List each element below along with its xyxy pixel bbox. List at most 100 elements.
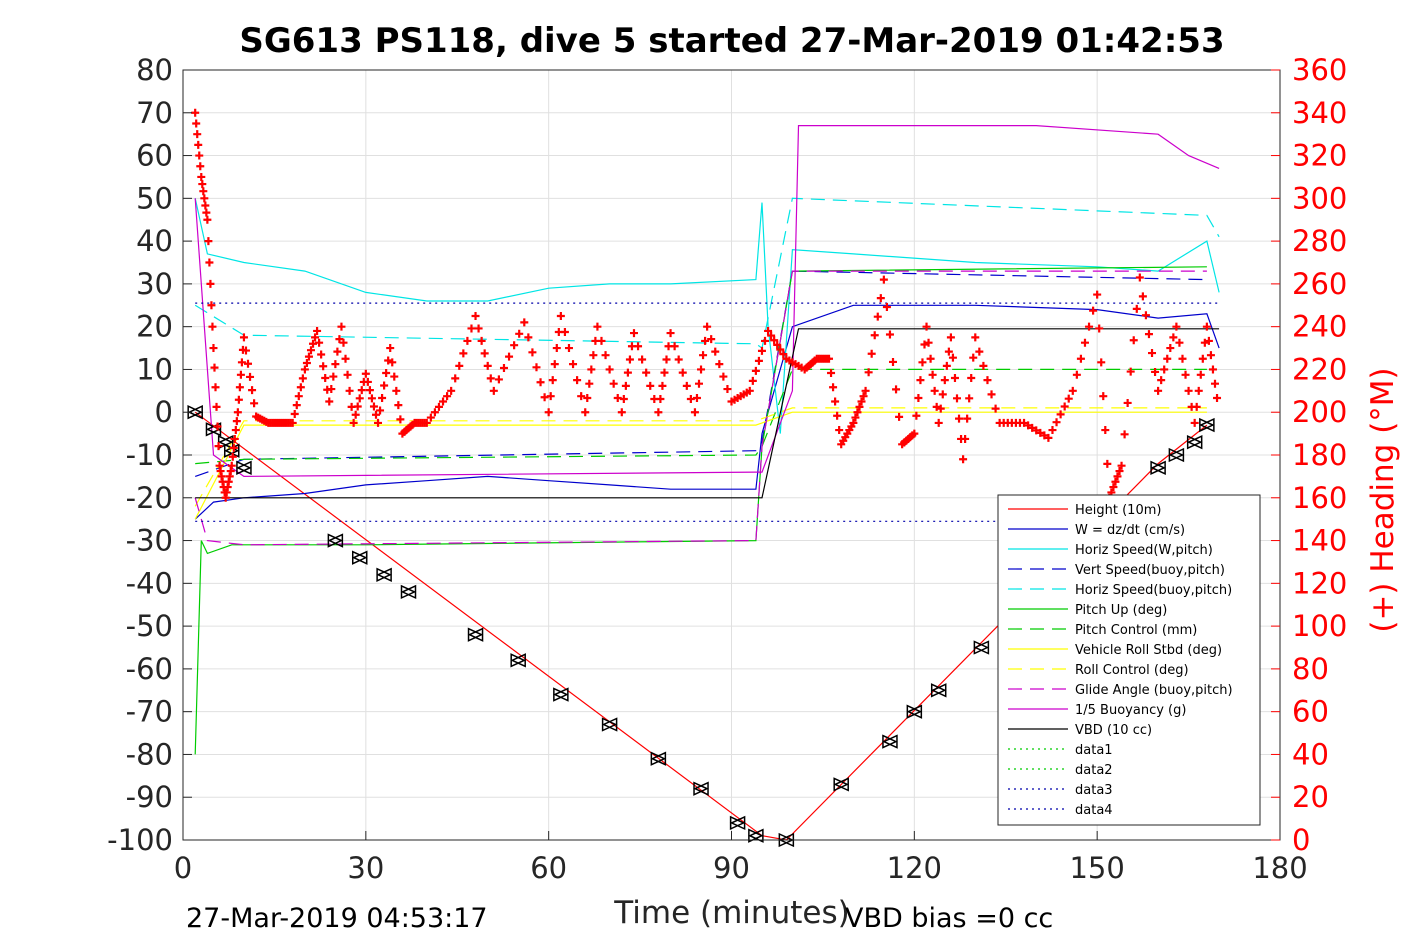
heading-point	[1202, 322, 1211, 331]
heading-point	[1109, 483, 1118, 492]
height-marker	[327, 533, 344, 548]
y-tick-label: -20	[126, 481, 173, 515]
heading-point	[605, 365, 614, 374]
heading-point	[895, 412, 904, 421]
series-line-vert-speed-buoy-pitch-	[195, 270, 1207, 477]
heading-point	[859, 392, 868, 401]
heading-point	[658, 381, 667, 390]
heading-point	[499, 364, 508, 373]
heading-point	[849, 418, 858, 427]
heading-point	[290, 410, 299, 419]
heading-point	[206, 279, 215, 288]
height-marker	[748, 828, 764, 843]
height-marker	[400, 584, 417, 600]
heading-point	[1085, 322, 1094, 331]
heading-point	[1115, 467, 1124, 476]
heading-point	[239, 333, 248, 342]
heading-point	[477, 336, 486, 345]
heading-point	[1117, 461, 1126, 470]
heading-layer	[191, 108, 1222, 502]
heading-point	[1208, 365, 1217, 374]
heading-point	[204, 237, 213, 246]
heading-point	[855, 402, 864, 411]
heading-point	[1210, 379, 1219, 388]
heading-point	[1151, 367, 1160, 376]
heading-point	[327, 385, 336, 394]
heading-point	[646, 381, 655, 390]
heading-point	[489, 386, 498, 395]
heading-point	[439, 397, 448, 406]
heading-point	[825, 354, 834, 363]
heading-point	[885, 330, 894, 339]
series-line-vehicle-roll-stbd-deg-	[194, 411, 1207, 520]
x-tick-label: 180	[1252, 851, 1307, 885]
heading-point	[715, 360, 724, 369]
y-tick-label: -30	[126, 524, 173, 558]
heading-point	[325, 397, 334, 406]
heading-point	[912, 411, 921, 420]
right-tick-label: 240	[1292, 310, 1347, 344]
heading-point	[569, 360, 578, 369]
heading-point	[524, 333, 533, 342]
right-tick-label: 280	[1292, 224, 1347, 258]
heading-point	[924, 338, 933, 347]
legend-entry: Pitch Control (mm)	[1075, 623, 1197, 638]
right-tick-label: 180	[1292, 438, 1347, 472]
heading-point	[505, 352, 514, 361]
heading-point	[761, 336, 770, 345]
series-line-w-dz-dt-cm-s-	[194, 304, 1220, 520]
heading-point	[1126, 367, 1135, 376]
heading-point	[228, 452, 237, 461]
heading-point	[201, 201, 210, 210]
heading-point	[241, 346, 250, 355]
heading-point	[546, 392, 555, 401]
heading-point	[1040, 431, 1049, 440]
heading-point	[870, 331, 879, 340]
heading-point	[213, 422, 222, 431]
heading-point	[296, 383, 305, 392]
height-marker	[973, 640, 990, 655]
right-axis-ticks: 3603403203002802602402202001801601401201…	[1271, 53, 1347, 857]
heading-point	[1089, 306, 1098, 315]
heading-point	[361, 369, 370, 378]
heading-point	[250, 399, 259, 408]
heading-point	[304, 352, 313, 361]
footer-vbd-bias: VBD bias =0 cc	[845, 903, 1053, 934]
right-tick-label: 100	[1292, 609, 1347, 643]
heading-point	[467, 324, 476, 333]
heading-point	[459, 349, 468, 358]
heading-point	[1076, 354, 1085, 363]
heading-point	[1148, 349, 1157, 358]
heading-point	[198, 180, 207, 189]
y-axis-ticks: 80 70 60 50 40 30 20 10 0 -10 -20 -30 -40 -50 -60 -70 -8…	[107, 53, 192, 857]
heading-point	[1036, 428, 1045, 437]
heading-point	[1175, 338, 1184, 347]
heading-point	[581, 408, 590, 417]
heading-point	[333, 347, 342, 356]
heading-point	[867, 349, 876, 358]
heading-point	[1204, 336, 1213, 345]
heading-point	[474, 324, 483, 333]
heading-point	[1138, 292, 1147, 301]
x-axis-label: Time (minutes)	[613, 895, 849, 931]
heading-point	[779, 350, 788, 359]
heading-point	[1099, 392, 1108, 401]
heading-point	[556, 311, 565, 320]
heading-point	[674, 355, 683, 364]
heading-point	[751, 366, 760, 375]
height-marker	[351, 550, 368, 565]
right-tick-label: 0	[1292, 823, 1310, 857]
heading-point	[388, 358, 397, 367]
legend-entry: data4	[1075, 803, 1113, 818]
heading-point	[983, 376, 992, 385]
heading-point	[889, 357, 898, 366]
heading-point	[577, 392, 586, 401]
heading-point	[384, 356, 393, 365]
heading-point	[922, 322, 931, 331]
heading-point	[961, 434, 970, 443]
right-tick-label: 140	[1292, 524, 1347, 558]
heading-point	[1060, 402, 1069, 411]
heading-point	[1172, 322, 1181, 331]
heading-point	[199, 187, 208, 196]
heading-point	[195, 151, 204, 160]
